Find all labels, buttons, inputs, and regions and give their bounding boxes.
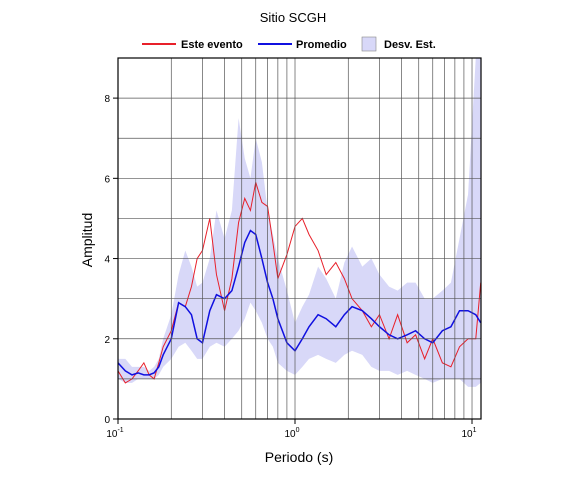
plot-area (118, 58, 481, 387)
x-axis-label: Periodo (s) (265, 449, 333, 465)
y-axis-label: Amplitud (79, 213, 95, 267)
x-tick-label: 100 (284, 427, 299, 440)
y-tick-label: 4 (104, 255, 110, 266)
legend-label: Desv. Est. (384, 39, 436, 51)
y-tick-label: 0 (104, 415, 110, 426)
series-line (118, 182, 481, 384)
std-band (118, 58, 481, 387)
y-tick-label: 8 (104, 94, 110, 105)
grid (117, 58, 481, 420)
x-tick-exponent: -1 (117, 427, 123, 434)
legend-label: Promedio (296, 39, 347, 51)
x-tick-label: 10-1 (106, 427, 123, 440)
x-tick-label: 101 (461, 427, 476, 440)
chart-title: Sitio SCGH (260, 10, 326, 25)
x-tick-exponent: 0 (296, 427, 300, 434)
x-tick-exponent: 1 (473, 427, 477, 434)
legend-swatch (361, 36, 377, 52)
plot-frame (117, 57, 482, 420)
y-tick-label: 6 (104, 174, 110, 185)
y-tick-label: 2 (104, 335, 110, 346)
legend-label: Este evento (181, 39, 243, 51)
